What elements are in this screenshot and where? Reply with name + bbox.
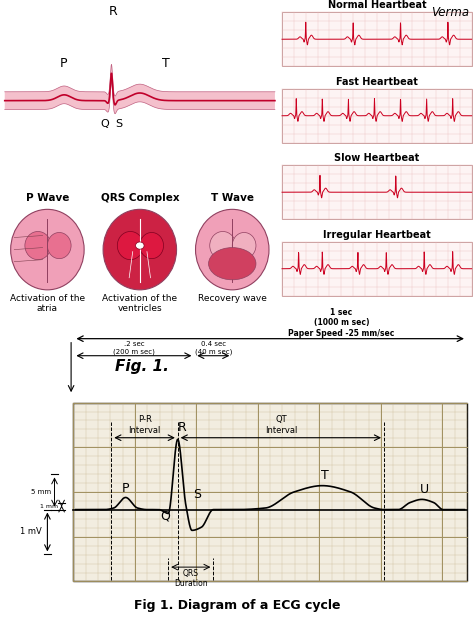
Text: Normal Heartbeat: Normal Heartbeat [328,0,426,10]
Bar [282,12,472,66]
Ellipse shape [232,233,256,259]
Ellipse shape [196,210,269,290]
Text: Activation of the
atria: Activation of the atria [10,294,85,313]
Text: Fig. 1.: Fig. 1. [115,359,169,374]
Polygon shape [5,65,275,114]
Text: Verma: Verma [431,6,469,19]
Text: S: S [193,488,201,502]
Ellipse shape [25,231,51,259]
Ellipse shape [10,210,84,290]
Bar [282,242,472,296]
Text: T: T [321,469,328,482]
Text: P: P [122,482,129,495]
Ellipse shape [47,233,71,259]
Text: QT
Interval: QT Interval [264,415,297,435]
Text: Fast Heartbeat: Fast Heartbeat [336,77,418,86]
Text: .2 sec
(200 m sec): .2 sec (200 m sec) [113,341,155,355]
Ellipse shape [210,231,236,259]
Text: QRS Complex: QRS Complex [100,194,179,203]
Bar [73,403,467,581]
Text: 1 mm: 1 mm [40,504,58,509]
Text: Slow Heartbeat: Slow Heartbeat [334,153,419,163]
Text: Activation of the
ventricles: Activation of the ventricles [102,294,177,313]
Text: Q: Q [100,119,109,128]
Bar [282,165,472,219]
Text: 0.4 sec
(40 m sec): 0.4 sec (40 m sec) [195,341,232,355]
Text: Irregular Heartbeat: Irregular Heartbeat [323,229,431,240]
Ellipse shape [103,210,176,290]
Text: R: R [109,5,117,18]
Text: Recovery wave: Recovery wave [198,294,267,303]
Text: P Wave: P Wave [26,194,69,203]
Text: 1 sec
(1000 m sec)
Paper Speed -25 mm/sec: 1 sec (1000 m sec) Paper Speed -25 mm/se… [288,308,394,337]
Text: P: P [60,58,68,70]
Text: S: S [115,119,122,128]
Text: 5 mm: 5 mm [31,489,51,495]
Ellipse shape [209,247,256,280]
Text: Q: Q [160,509,170,522]
Text: 1 mV: 1 mV [20,527,42,537]
Text: Fig 1. Diagram of a ECG cycle: Fig 1. Diagram of a ECG cycle [134,599,340,612]
Text: U: U [419,483,429,496]
Text: R: R [178,421,187,435]
Text: T: T [162,58,170,70]
Bar [282,89,472,143]
Text: P-R
Interval: P-R Interval [128,415,161,435]
Ellipse shape [136,242,144,249]
Text: QRS
Duration: QRS Duration [174,569,208,588]
Ellipse shape [118,231,143,259]
Ellipse shape [140,233,164,259]
Text: T Wave: T Wave [211,194,254,203]
